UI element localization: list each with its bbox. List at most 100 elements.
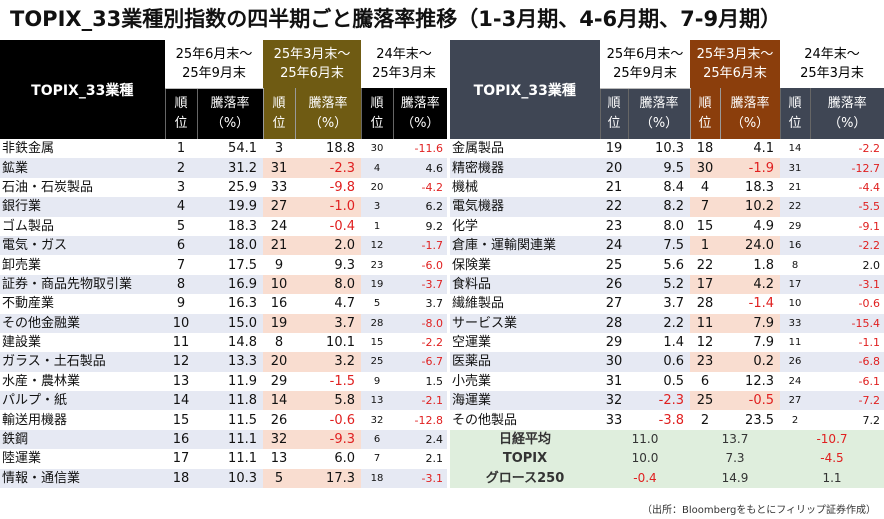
table-row: 陸運業 17 11.1 13 6.0 7 2.1 xyxy=(0,449,447,469)
rank-cell: 14 xyxy=(165,391,197,411)
change-cell: 13.3 xyxy=(197,352,263,372)
rank-cell: 31 xyxy=(600,371,628,392)
change-cell: 17.5 xyxy=(197,255,263,275)
rank-header: 順位 xyxy=(360,88,393,139)
table-row: 石油・石炭製品 3 25.9 33 -9.8 20 -4.2 xyxy=(0,177,447,198)
table-row: 電気・ガス 6 18.0 21 2.0 12 -1.7 xyxy=(0,235,447,256)
rank-cell: 9 xyxy=(165,294,197,314)
change-cell: 10.3 xyxy=(197,468,263,489)
rank-cell: 27 xyxy=(263,197,295,217)
table-row: 卸売業 7 17.5 9 9.3 23 -6.0 xyxy=(0,255,447,275)
rank-cell: 24 xyxy=(780,371,810,392)
period-header-q3: 25年6月末～ 25年9月末 xyxy=(600,40,690,89)
change-cell: 12.3 xyxy=(720,371,780,392)
rank-cell: 4 xyxy=(690,177,720,198)
sector-name: 建設業 xyxy=(0,332,165,353)
change-cell: 18.3 xyxy=(720,177,780,198)
table-row: 化学 23 8.0 15 4.9 29 -9.1 xyxy=(450,216,884,236)
rank-cell: 7 xyxy=(361,449,393,469)
rank-cell: 5 xyxy=(165,216,197,236)
sector-name: 水産・農林業 xyxy=(0,371,165,392)
change-cell: -0.4 xyxy=(295,216,361,236)
page-title: TOPIX_33業種別指数の四半期ごと騰落率推移（1-3月期、4-6月期、7-9… xyxy=(10,7,782,31)
rank-cell: 32 xyxy=(361,410,393,430)
rank-cell: 3 xyxy=(263,139,295,159)
change-cell: 3.2 xyxy=(295,352,361,372)
rank-cell: 25 xyxy=(690,391,720,411)
change-cell: 23.5 xyxy=(720,410,780,430)
rank-cell: 1 xyxy=(165,139,197,159)
sector-column-header: TOPIX_33業種 xyxy=(450,40,600,139)
change-header: 騰落率 （%） xyxy=(719,88,780,139)
sector-name: 鉱業 xyxy=(0,158,165,178)
table-row: 空運業 29 1.4 12 7.9 11 -1.1 xyxy=(450,332,884,353)
rank-cell: 18 xyxy=(165,468,197,489)
rank-cell: 19 xyxy=(361,274,393,295)
change-cell: 2.1 xyxy=(393,449,447,469)
change-cell: 7.9 xyxy=(720,332,780,353)
change-header: 騰落率 （%） xyxy=(392,88,447,139)
change-header: 騰落率 （%） xyxy=(294,88,361,139)
index-row: グロース250 -0.4 14.9 1.1 xyxy=(450,468,884,489)
table-row: その他金融業 10 15.0 19 3.7 28 -8.0 xyxy=(0,313,447,333)
change-cell: -2.2 xyxy=(393,332,447,353)
rank-cell: 8 xyxy=(780,255,810,275)
change-cell: -12.8 xyxy=(393,410,447,430)
rank-cell: 12 xyxy=(165,352,197,372)
change-cell: 8.4 xyxy=(628,177,690,198)
sector-name: 食料品 xyxy=(450,274,600,295)
right-table-panel: TOPIX_33業種 25年6月末～ 25年9月末 25年3月末～ 25年6月末 2… xyxy=(450,40,884,489)
index-name: 日経平均 xyxy=(450,429,600,450)
rank-header: 順位 xyxy=(599,88,628,139)
rank-cell: 11 xyxy=(690,313,720,333)
rank-cell: 20 xyxy=(361,177,393,198)
rank-cell: 8 xyxy=(263,332,295,353)
change-cell: 1.8 xyxy=(720,255,780,275)
rank-cell: 17 xyxy=(165,449,197,469)
index-change-cell: 10.0 xyxy=(600,449,690,469)
rank-cell: 16 xyxy=(263,294,295,314)
change-header: 騰落率 （%） xyxy=(196,88,263,139)
change-cell: 1.5 xyxy=(393,371,447,392)
rank-cell: 15 xyxy=(361,332,393,353)
index-change-cell: 7.3 xyxy=(690,449,780,469)
rank-cell: 29 xyxy=(600,332,628,353)
rank-header: 順位 xyxy=(262,88,295,139)
change-cell: 8.0 xyxy=(295,274,361,295)
change-cell: 10.2 xyxy=(720,197,780,217)
sector-name: 小売業 xyxy=(450,371,600,392)
rank-cell: 30 xyxy=(690,158,720,178)
sector-name: 銀行業 xyxy=(0,197,165,217)
change-cell: -2.3 xyxy=(295,158,361,178)
rank-cell: 26 xyxy=(600,274,628,295)
rank-cell: 29 xyxy=(780,216,810,236)
change-cell: -7.2 xyxy=(810,391,884,411)
change-cell: -6.0 xyxy=(393,255,447,275)
change-cell: -8.0 xyxy=(393,313,447,333)
rank-cell: 15 xyxy=(165,410,197,430)
rank-cell: 11 xyxy=(780,332,810,353)
rank-cell: 7 xyxy=(690,197,720,217)
rank-cell: 7 xyxy=(165,255,197,275)
index-row: 日経平均 11.0 13.7 -10.7 xyxy=(450,429,884,450)
rank-cell: 28 xyxy=(361,313,393,333)
change-cell: -3.1 xyxy=(393,468,447,489)
change-cell: 2.4 xyxy=(393,429,447,450)
rank-cell: 4 xyxy=(165,197,197,217)
change-cell: -1.9 xyxy=(720,158,780,178)
table-row: 食料品 26 5.2 17 4.2 17 -3.1 xyxy=(450,274,884,295)
table-row: その他製品 33 -3.8 2 23.5 2 7.2 xyxy=(450,410,884,430)
source-note: （出所：Bloombergをもとにフィリップ証券作成） xyxy=(642,505,876,516)
change-cell: 7.9 xyxy=(720,313,780,333)
sector-name: 海運業 xyxy=(450,391,600,411)
sector-name: 倉庫・運輸関連業 xyxy=(450,235,600,256)
change-cell: -9.1 xyxy=(810,216,884,236)
index-change-cell: -0.4 xyxy=(600,468,690,489)
rank-cell: 8 xyxy=(165,274,197,295)
table-row: 不動産業 9 16.3 16 4.7 5 3.7 xyxy=(0,294,447,314)
change-header: 騰落率 （%） xyxy=(809,88,884,139)
change-cell: 6.2 xyxy=(393,197,447,217)
change-cell: -4.2 xyxy=(393,177,447,198)
change-cell: 2.2 xyxy=(628,313,690,333)
period-header-q1: 24年末～ 25年3月末 xyxy=(780,40,884,88)
